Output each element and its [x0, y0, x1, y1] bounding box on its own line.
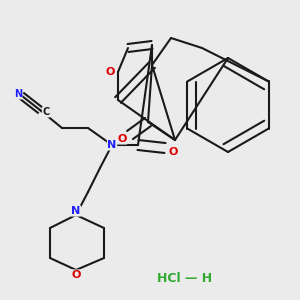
Text: N: N: [71, 206, 81, 216]
Text: C: C: [42, 107, 50, 117]
Text: O: O: [168, 147, 178, 157]
Text: O: O: [105, 67, 115, 77]
Text: O: O: [71, 270, 81, 280]
Text: O: O: [117, 134, 127, 144]
Text: HCl — H: HCl — H: [158, 272, 213, 284]
Text: N: N: [14, 89, 22, 99]
Text: N: N: [107, 140, 117, 150]
